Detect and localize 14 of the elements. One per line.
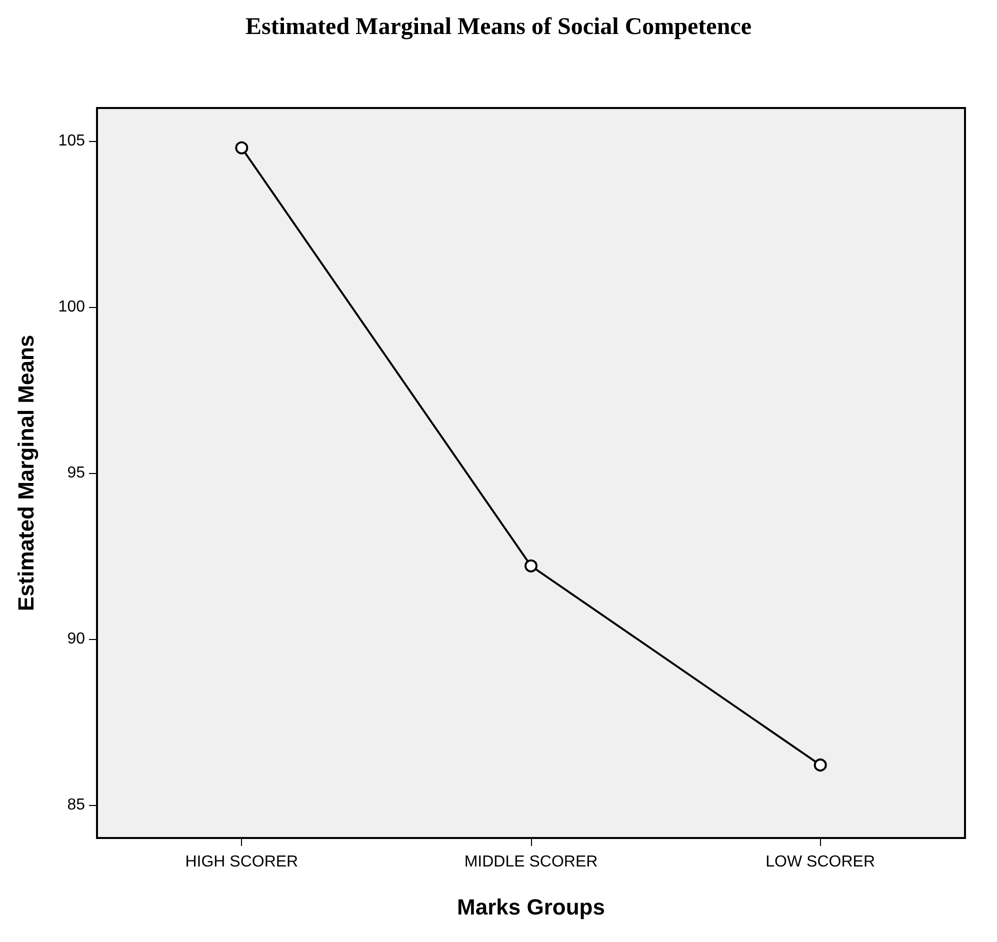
x-axis-title: Marks Groups — [457, 894, 605, 920]
x-tick-label: HIGH SCORER — [185, 854, 298, 870]
chart-title: Estimated Marginal Means of Social Competence — [246, 14, 752, 40]
point — [814, 758, 827, 772]
y-tick-label: 90 — [67, 630, 86, 648]
x-tick-label: MIDDLE SCORER — [464, 854, 598, 870]
y-axis-title: Estimated Marginal Means — [14, 334, 38, 612]
x-tick-label: LOW SCORER — [766, 854, 876, 870]
point — [235, 141, 248, 154]
y-tick-label: 100 — [58, 298, 86, 316]
y-tick-label: 85 — [67, 796, 86, 814]
point — [524, 559, 538, 572]
y-tick-label: 105 — [58, 132, 86, 150]
y-tick-label: 95 — [67, 464, 86, 482]
